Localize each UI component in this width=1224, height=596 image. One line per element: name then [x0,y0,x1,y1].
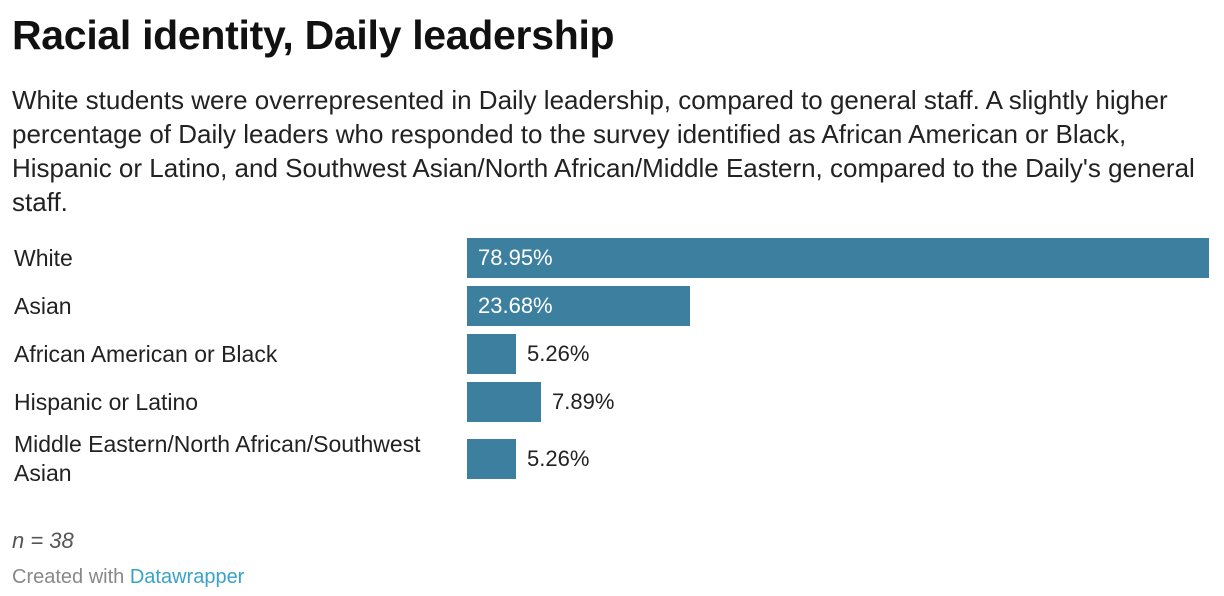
category-label: Asian [14,292,72,319]
bar [467,382,541,422]
chart-credit: Created with Datawrapper [12,566,244,589]
datawrapper-link[interactable]: Datawrapper [129,566,245,588]
credit-prefix: Created with [12,566,130,588]
bar-value-label: 7.89% [552,389,615,414]
bar-value-label: 5.26% [527,446,590,471]
bar-value-label: 23.68% [478,293,553,318]
bar [467,334,516,374]
bar [467,286,690,326]
bar [467,439,516,479]
category-label: White [14,244,73,271]
chart-subtitle: White students were overrepresented in D… [12,85,1195,217]
bar-value-label: 78.95% [478,245,553,270]
category-label: African American or Black [14,340,278,367]
bar-value-label: 5.26% [527,341,590,366]
category-label: Hispanic or Latino [14,388,199,415]
bar [467,238,1209,278]
chart-notes: n = 38 [12,528,74,553]
category-label: Middle Eastern/North African/Southwest A… [14,431,421,486]
bar-chart: White 78.95% Asian 23.68% African American o… [12,0,1212,596]
chart-container: Racial identity, Daily leadership White … [12,0,1212,596]
chart-title: Racial identity, Daily leadership [12,12,615,58]
